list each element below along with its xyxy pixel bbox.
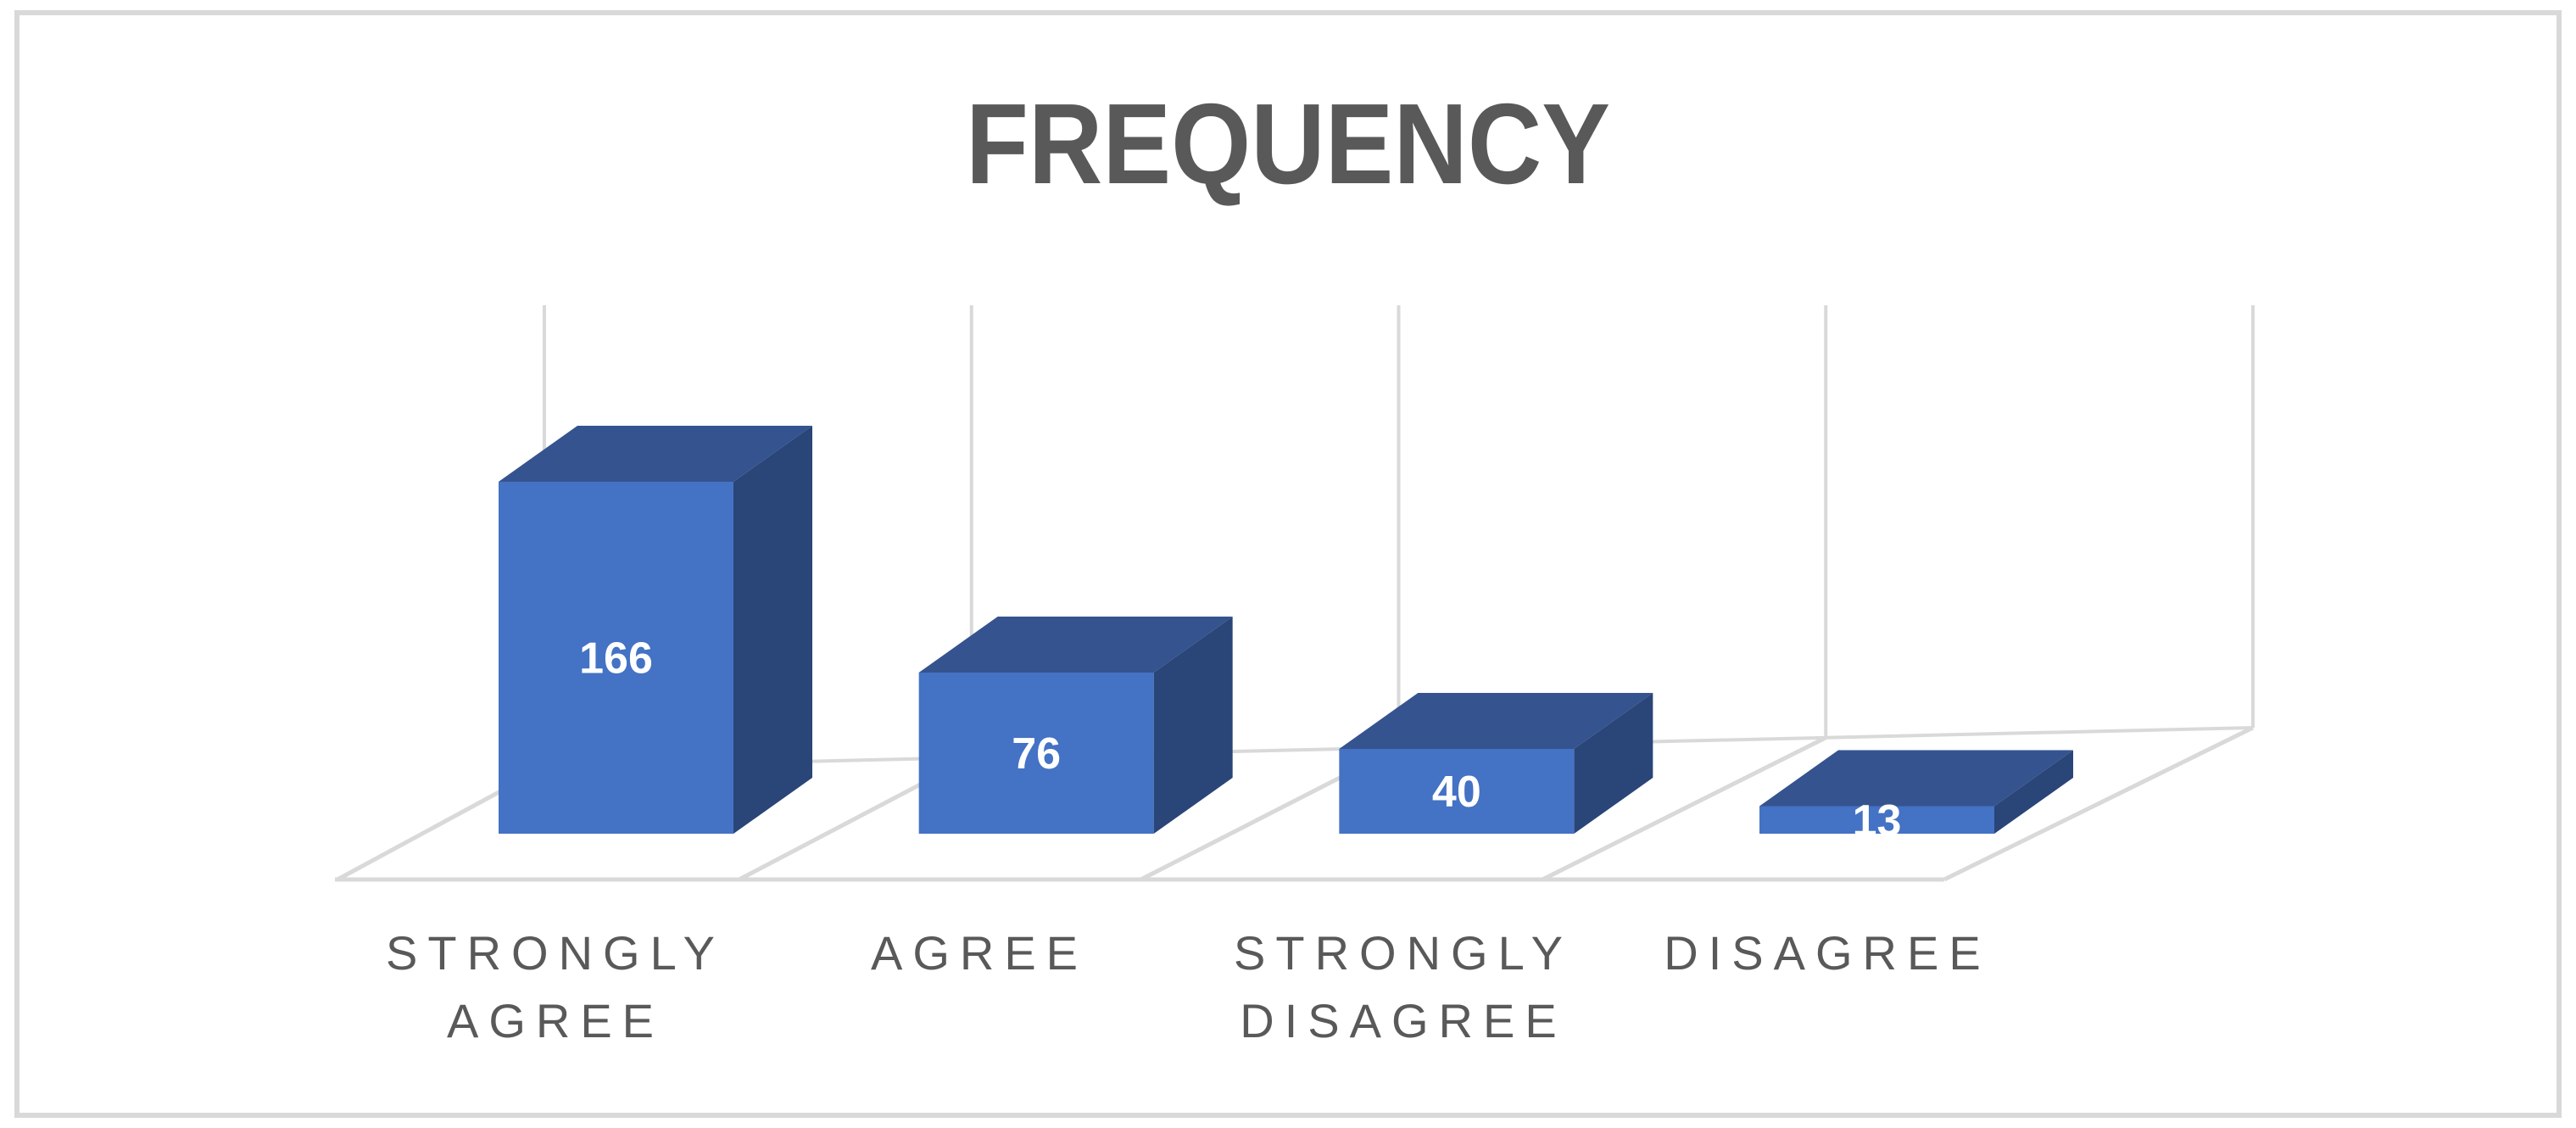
value-label-strongly-agree: 166 (579, 634, 653, 684)
bar-strongly-agree[interactable] (499, 482, 733, 834)
category-label-strongly-disagree: STRONGLY (1234, 926, 1573, 980)
bar-agree[interactable] (918, 673, 1154, 834)
value-label-agree: 76 (1012, 729, 1061, 779)
value-label-disagree: 13 (1853, 796, 1902, 846)
chart-title: FREQUENCY (966, 80, 1610, 208)
bar-side-strongly-disagree[interactable] (1574, 693, 1653, 834)
category-label-strongly-agree: AGREE (447, 994, 664, 1047)
bar-top-agree[interactable] (918, 617, 1233, 673)
bar-side-agree[interactable] (1153, 617, 1233, 834)
value-label-strongly-disagree: 40 (1432, 768, 1481, 817)
category-label-strongly-agree: STRONGLY (386, 926, 725, 980)
category-label-disagree: DISAGREE (1664, 926, 1990, 980)
bar-disagree[interactable] (1759, 806, 1995, 835)
category-label-strongly-disagree: DISAGREE (1240, 994, 1566, 1047)
bar-strongly-disagree[interactable] (1339, 749, 1575, 834)
bar-top-strongly-disagree[interactable] (1339, 693, 1653, 749)
floor-separator-line (1943, 725, 2255, 882)
chart-border (14, 10, 2562, 1118)
bar-side-strongly-agree[interactable] (733, 426, 812, 834)
floor-separator-line (1542, 735, 1827, 882)
bar-side-disagree[interactable] (1994, 750, 2074, 835)
bar-top-strongly-agree[interactable] (499, 426, 812, 482)
bar-top-disagree[interactable] (1759, 750, 2074, 807)
category-label-agree: AGREE (871, 926, 1088, 980)
